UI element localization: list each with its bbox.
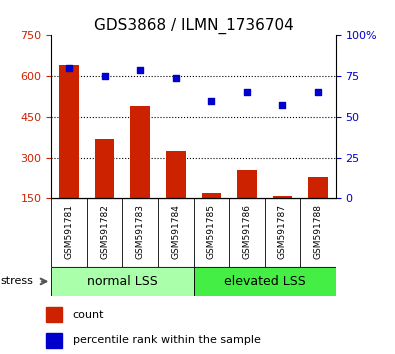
Text: GSM591782: GSM591782 [100, 204, 109, 259]
Point [137, 67, 143, 73]
Bar [59, 65, 79, 198]
Text: stress: stress [1, 276, 34, 286]
Bar [130, 106, 150, 198]
Bar [201, 193, 221, 198]
Bar [46, 307, 62, 322]
Text: GSM591781: GSM591781 [65, 204, 73, 259]
Point [66, 65, 72, 71]
Text: elevated LSS: elevated LSS [224, 275, 305, 288]
Text: GSM591787: GSM591787 [278, 204, 287, 259]
Text: GSM591786: GSM591786 [243, 204, 251, 259]
Text: GSM591784: GSM591784 [171, 204, 180, 259]
Bar [237, 170, 257, 198]
Bar [51, 267, 194, 296]
Point [173, 75, 179, 81]
Point [208, 98, 214, 103]
Text: GSM591785: GSM591785 [207, 204, 216, 259]
Bar [95, 138, 115, 198]
Text: count: count [73, 310, 104, 320]
Point [315, 90, 321, 95]
Bar [194, 267, 336, 296]
Title: GDS3868 / ILMN_1736704: GDS3868 / ILMN_1736704 [94, 18, 293, 34]
Point [244, 90, 250, 95]
Text: percentile rank within the sample: percentile rank within the sample [73, 336, 261, 346]
Text: normal LSS: normal LSS [87, 275, 158, 288]
Point [102, 73, 108, 79]
Point [279, 103, 286, 108]
Text: GSM591788: GSM591788 [314, 204, 322, 259]
Bar [166, 151, 186, 198]
Bar [273, 195, 292, 198]
Text: GSM591783: GSM591783 [136, 204, 145, 259]
Bar [308, 177, 328, 198]
Bar [46, 333, 62, 348]
